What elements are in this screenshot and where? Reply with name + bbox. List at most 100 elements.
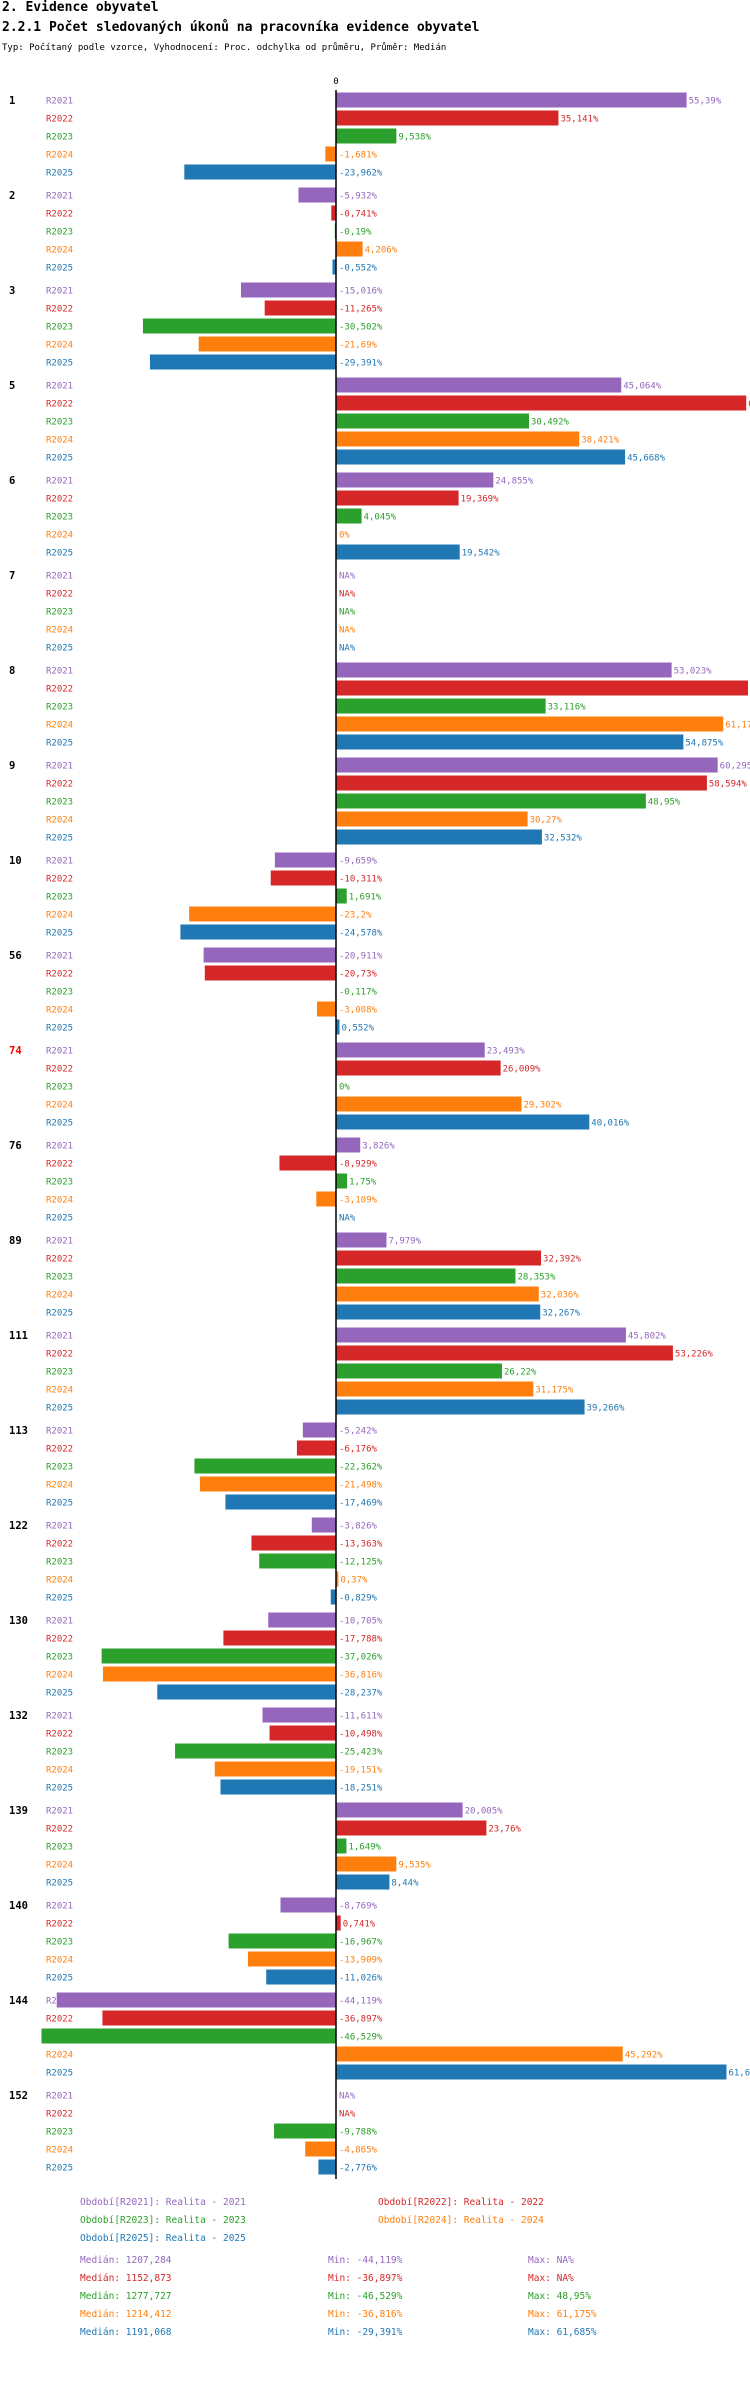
- bar: [264, 300, 336, 316]
- chart-title: 2.2.1 Počet sledovaných úkonů na pracovn…: [2, 20, 480, 35]
- series-label: R2023: [46, 2128, 73, 2138]
- bar: [268, 1612, 336, 1628]
- series-label: R2025: [46, 1404, 73, 1414]
- series-label: R2023: [46, 1083, 73, 1093]
- group-label: 111: [9, 1330, 28, 1342]
- data-label: 61,685%: [728, 2069, 750, 2079]
- bar: [331, 205, 336, 221]
- series-label: R2025: [46, 264, 73, 274]
- bar: [203, 947, 336, 963]
- stat-median: Medián: 1207,284: [80, 2255, 172, 2266]
- group-label: 144: [9, 1995, 28, 2007]
- series-label: R2021: [46, 952, 73, 962]
- bar: [336, 413, 530, 429]
- data-label: 30,27%: [530, 816, 563, 826]
- bar: [336, 508, 362, 524]
- series-label: R2025: [46, 454, 73, 464]
- series-label: R2022: [46, 780, 73, 790]
- series-label: R2022: [46, 1825, 73, 1835]
- bar: [316, 1191, 336, 1207]
- series-label: R2024: [46, 1861, 73, 1871]
- series-label: R2021: [46, 667, 73, 677]
- series-label: R2024: [46, 531, 73, 541]
- section-title: 2. Evidence obyvatel: [2, 0, 159, 15]
- bar: [336, 1856, 397, 1872]
- bar: [198, 336, 336, 352]
- bar: [270, 870, 336, 886]
- series-label: R2023: [46, 1273, 73, 1283]
- series-label: R2021: [46, 1902, 73, 1912]
- data-label: -3,008%: [339, 1006, 378, 1016]
- bar: [240, 282, 336, 298]
- bar: [157, 1684, 336, 1700]
- series-label: R2021: [46, 1332, 73, 1342]
- bar: [336, 1327, 626, 1343]
- series-label: R2023: [46, 1558, 73, 1568]
- group-label: 132: [9, 1710, 28, 1722]
- data-label: 45,668%: [627, 454, 666, 464]
- data-label: 1,691%: [349, 893, 382, 903]
- data-label: 19,542%: [462, 549, 501, 559]
- data-label: 64,806%: [748, 400, 750, 410]
- bar: [175, 1743, 336, 1759]
- data-label: 58,594%: [709, 780, 748, 790]
- group-label: 74: [9, 1045, 22, 1057]
- series-label: R2022: [46, 1255, 73, 1265]
- series-label: R2024: [46, 911, 73, 921]
- data-label: -3,109%: [339, 1196, 378, 1206]
- data-label: -10,498%: [339, 1730, 383, 1740]
- data-label: -16,967%: [339, 1938, 383, 1948]
- stat-min: Min: -29,391%: [328, 2327, 403, 2338]
- data-label: -10,311%: [339, 875, 383, 885]
- data-label: -17,469%: [339, 1499, 383, 1509]
- series-label: R2023: [46, 1938, 73, 1948]
- series-label: R2023: [46, 1463, 73, 1473]
- stat-median: Medián: 1214,412: [80, 2309, 172, 2320]
- series-label: R2023: [46, 1368, 73, 1378]
- data-label: -8,929%: [339, 1160, 378, 1170]
- data-label: NA%: [339, 590, 356, 600]
- data-label: -20,911%: [339, 952, 383, 962]
- data-label: -11,265%: [339, 305, 383, 315]
- data-label: NA%: [339, 2110, 356, 2120]
- data-label: 23,493%: [487, 1047, 526, 1057]
- bar: [336, 811, 528, 827]
- series-label: R2024: [46, 1291, 73, 1301]
- data-label: -24,578%: [339, 929, 383, 939]
- bar: [228, 1933, 336, 1949]
- data-label: 0%: [339, 531, 350, 541]
- data-label: 53,226%: [675, 1350, 714, 1360]
- data-label: 48,95%: [648, 798, 681, 808]
- data-label: 32,267%: [542, 1309, 581, 1319]
- bar: [180, 924, 336, 940]
- bar: [279, 1155, 336, 1171]
- data-label: -2,776%: [339, 2164, 378, 2174]
- data-label: -6,176%: [339, 1445, 378, 1455]
- bar: [274, 2123, 336, 2139]
- stat-max: Max: 61,685%: [528, 2327, 597, 2338]
- data-label: 1,649%: [348, 1843, 381, 1853]
- stat-min: Min: -36,816%: [328, 2309, 403, 2320]
- data-label: -4,865%: [339, 2146, 378, 2156]
- series-label: R2025: [46, 2164, 73, 2174]
- data-label: -21,498%: [339, 1481, 383, 1491]
- bar: [41, 2028, 336, 2044]
- data-label: 20,005%: [465, 1807, 504, 1817]
- bar: [336, 92, 687, 108]
- bar: [311, 1517, 336, 1533]
- series-label: R2021: [46, 857, 73, 867]
- series-label: R2021: [46, 2092, 73, 2102]
- data-label: -13,909%: [339, 1956, 383, 1966]
- bar: [336, 449, 626, 465]
- bar: [336, 110, 559, 126]
- data-label: 61,175%: [725, 721, 750, 731]
- bar: [336, 1173, 348, 1189]
- series-label: R2025: [46, 1974, 73, 1984]
- data-label: -9,788%: [339, 2128, 378, 2138]
- bar: [336, 1268, 516, 1284]
- bar: [223, 1630, 336, 1646]
- data-label: -5,932%: [339, 192, 378, 202]
- series-label: R2022: [46, 115, 73, 125]
- series-label: R2025: [46, 929, 73, 939]
- series-label: R2022: [46, 400, 73, 410]
